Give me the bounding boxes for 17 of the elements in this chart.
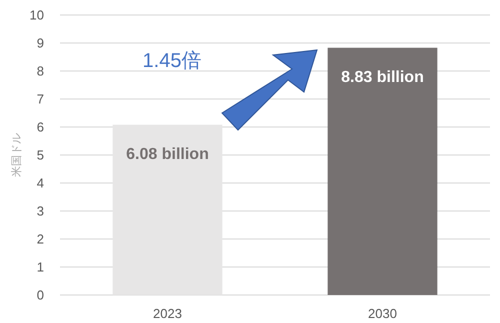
y-tick-label: 4	[36, 176, 44, 190]
y-tick-label: 2	[36, 232, 44, 246]
y-tick-label: 5	[36, 148, 44, 162]
y-tick-label: 3	[36, 204, 44, 218]
y-tick-label: 1	[36, 260, 44, 274]
y-tick-label: 7	[36, 92, 44, 106]
y-tick-label: 0	[36, 288, 44, 302]
y-tick-label: 8	[36, 64, 44, 78]
data-label: 6.08 billion	[126, 146, 209, 163]
x-tick-label: 2030	[368, 306, 397, 321]
data-label: 8.83 billion	[341, 68, 424, 86]
y-tick-label: 9	[36, 36, 44, 50]
x-tick-label: 2023	[153, 306, 182, 321]
y-axis-title: 米国ドル	[10, 133, 23, 177]
annotation: 1.45倍	[142, 50, 202, 72]
y-tick-label: 6	[36, 120, 44, 134]
y-tick-label: 10	[30, 8, 44, 22]
